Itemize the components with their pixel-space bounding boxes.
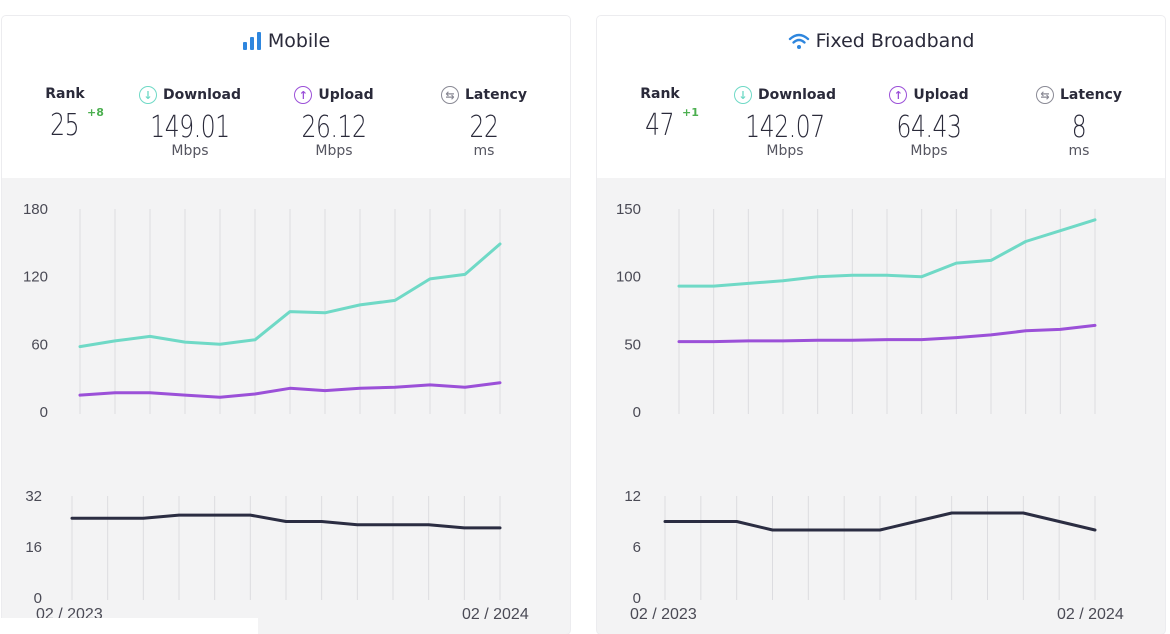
- panel-title-text: Fixed Broadband: [815, 30, 975, 52]
- latency-metric: ⇆ Latency 22 ms: [414, 86, 554, 159]
- download-label: Download: [757, 87, 837, 103]
- download-label: Download: [162, 87, 242, 103]
- date-end-label: 02 / 2024: [462, 606, 529, 623]
- y-tick-label: 120: [23, 269, 48, 286]
- download-arrow-icon: ↓: [138, 86, 157, 104]
- series-line-upload: [78, 381, 502, 399]
- upload-label: Upload: [318, 87, 374, 103]
- upload-value: 64.43: [896, 110, 962, 145]
- y-tick-label: 0: [633, 590, 641, 607]
- y-tick-label: 50: [624, 336, 641, 353]
- upload-metric: ↑ Upload 64.43 Mbps: [859, 86, 999, 159]
- series-line-latency: [663, 511, 1097, 532]
- latency-icon: ⇆: [1036, 86, 1055, 104]
- panel-title-text: Mobile: [267, 30, 331, 52]
- date-start-label: 02 / 2023: [630, 606, 697, 623]
- rank-value: 47: [645, 108, 675, 143]
- latency-label: Latency: [1060, 87, 1122, 103]
- download-metric: ↓ Download 149.01 Mbps: [120, 86, 260, 159]
- y-tick-label: 16: [25, 539, 42, 556]
- series-line-download: [78, 242, 502, 349]
- wifi-icon: [788, 32, 810, 50]
- download-unit: Mbps: [766, 143, 804, 159]
- bottom-strip: [0, 618, 258, 634]
- y-tick-label: 32: [25, 488, 42, 505]
- rank-metric: Rank 25 +8: [30, 86, 104, 143]
- y-tick-label: 150: [616, 201, 641, 218]
- y-tick-label: 0: [40, 404, 48, 421]
- mobile-chart: 0 60 120 180 0 16 32: [23, 201, 502, 607]
- panel-title-fixed: Fixed Broadband: [597, 30, 1165, 52]
- fixed-broadband-summary: Fixed Broadband Rank 47 +1 ↓ Download 14…: [597, 16, 1165, 178]
- download-metric: ↓ Download 142.07 Mbps: [715, 86, 855, 159]
- y-tick-label: 6: [633, 539, 641, 556]
- latency-value: 22: [469, 110, 499, 145]
- rank-change: +1: [682, 106, 699, 119]
- fixed-broadband-panel: 0 50 100 150 0 6 12 Fixed Broadband Rank 47 +1…: [597, 16, 1165, 634]
- upload-unit: Mbps: [910, 143, 948, 159]
- download-value: 142.07: [745, 110, 825, 145]
- y-tick-label: 12: [624, 488, 641, 505]
- latency-label: Latency: [465, 87, 527, 103]
- download-value: 149.01: [150, 110, 230, 145]
- series-line-latency: [70, 513, 502, 530]
- rank-metric: Rank 47 +1: [625, 86, 699, 143]
- rank-value: 25: [50, 108, 80, 143]
- fixed-broadband-chart: 0 50 100 150 0 6 12: [616, 201, 1097, 607]
- y-tick-label: 100: [616, 269, 641, 286]
- upload-arrow-icon: ↑: [294, 86, 313, 104]
- latency-unit: ms: [473, 143, 495, 159]
- latency-metric: ⇆ Latency 8 ms: [1009, 86, 1149, 159]
- upload-arrow-icon: ↑: [889, 86, 908, 104]
- upload-value: 26.12: [301, 110, 367, 145]
- y-tick-label: 0: [633, 404, 641, 421]
- download-unit: Mbps: [171, 143, 209, 159]
- rank-label: Rank: [45, 86, 85, 102]
- y-tick-label: 60: [31, 336, 48, 353]
- signal-bars-icon: [242, 32, 262, 50]
- series-line-download: [677, 218, 1097, 288]
- upload-metric: ↑ Upload 26.12 Mbps: [264, 86, 404, 159]
- rank-label: Rank: [640, 86, 680, 102]
- date-end-label: 02 / 2024: [1057, 606, 1124, 623]
- upload-label: Upload: [913, 87, 969, 103]
- latency-icon: ⇆: [441, 86, 460, 104]
- mobile-panel: 0 60 120 180 0 16 32 Mobile Rank 25 +8 ↓ Downl…: [2, 16, 570, 634]
- download-arrow-icon: ↓: [733, 86, 752, 104]
- mobile-summary: Mobile Rank 25 +8 ↓ Download 149.01 Mbps…: [2, 16, 570, 178]
- latency-value: 8: [1071, 110, 1087, 145]
- y-tick-label: 0: [34, 590, 42, 607]
- panel-title-mobile: Mobile: [2, 30, 570, 52]
- upload-unit: Mbps: [315, 143, 353, 159]
- series-line-upload: [677, 323, 1097, 344]
- latency-unit: ms: [1068, 143, 1090, 159]
- rank-change: +8: [87, 106, 104, 119]
- y-tick-label: 180: [23, 201, 48, 218]
